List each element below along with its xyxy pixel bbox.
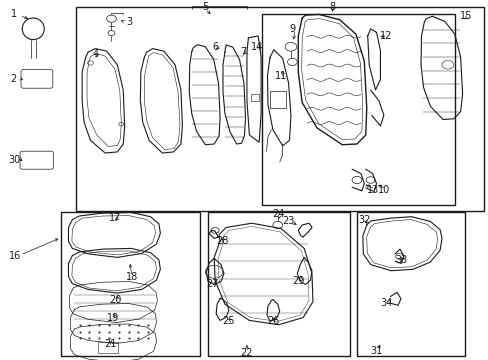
- Text: 33: 33: [394, 255, 407, 265]
- Text: 2: 2: [11, 74, 17, 84]
- Bar: [270, 91, 285, 108]
- Text: 7: 7: [240, 47, 246, 57]
- Text: 22: 22: [240, 348, 253, 358]
- Text: 28: 28: [216, 236, 228, 246]
- Text: 10: 10: [377, 185, 390, 195]
- Text: 29: 29: [291, 276, 304, 286]
- Text: 8: 8: [329, 2, 335, 12]
- Text: 12: 12: [379, 31, 392, 41]
- Text: 26: 26: [267, 316, 280, 326]
- Bar: [76, 7, 483, 211]
- Text: 6: 6: [212, 42, 218, 52]
- Bar: [261, 14, 454, 205]
- Text: 18: 18: [125, 272, 138, 282]
- Text: 34: 34: [379, 298, 392, 308]
- Text: 32: 32: [357, 215, 370, 225]
- Text: 31: 31: [369, 346, 382, 356]
- Text: 17: 17: [108, 213, 121, 223]
- Text: 19: 19: [107, 312, 120, 323]
- Text: 3: 3: [126, 17, 132, 27]
- Text: 14: 14: [250, 42, 263, 52]
- Bar: [250, 94, 258, 101]
- Text: 30: 30: [8, 155, 21, 165]
- Text: 4: 4: [92, 49, 98, 59]
- Text: 21: 21: [103, 339, 116, 349]
- Text: 1: 1: [11, 9, 17, 19]
- Text: 15: 15: [459, 11, 471, 21]
- Text: 23: 23: [282, 216, 294, 226]
- Text: 24: 24: [272, 209, 285, 219]
- Text: 9: 9: [289, 24, 295, 34]
- Bar: [356, 212, 464, 356]
- Text: 25: 25: [222, 316, 235, 326]
- Bar: [61, 212, 200, 356]
- Text: 13: 13: [366, 185, 378, 195]
- Text: 11: 11: [274, 71, 287, 81]
- Bar: [207, 212, 349, 356]
- Text: 20: 20: [109, 294, 122, 305]
- Text: 27: 27: [206, 279, 219, 289]
- Text: 5: 5: [202, 2, 208, 12]
- Text: 16: 16: [8, 251, 21, 261]
- Bar: [98, 342, 118, 353]
